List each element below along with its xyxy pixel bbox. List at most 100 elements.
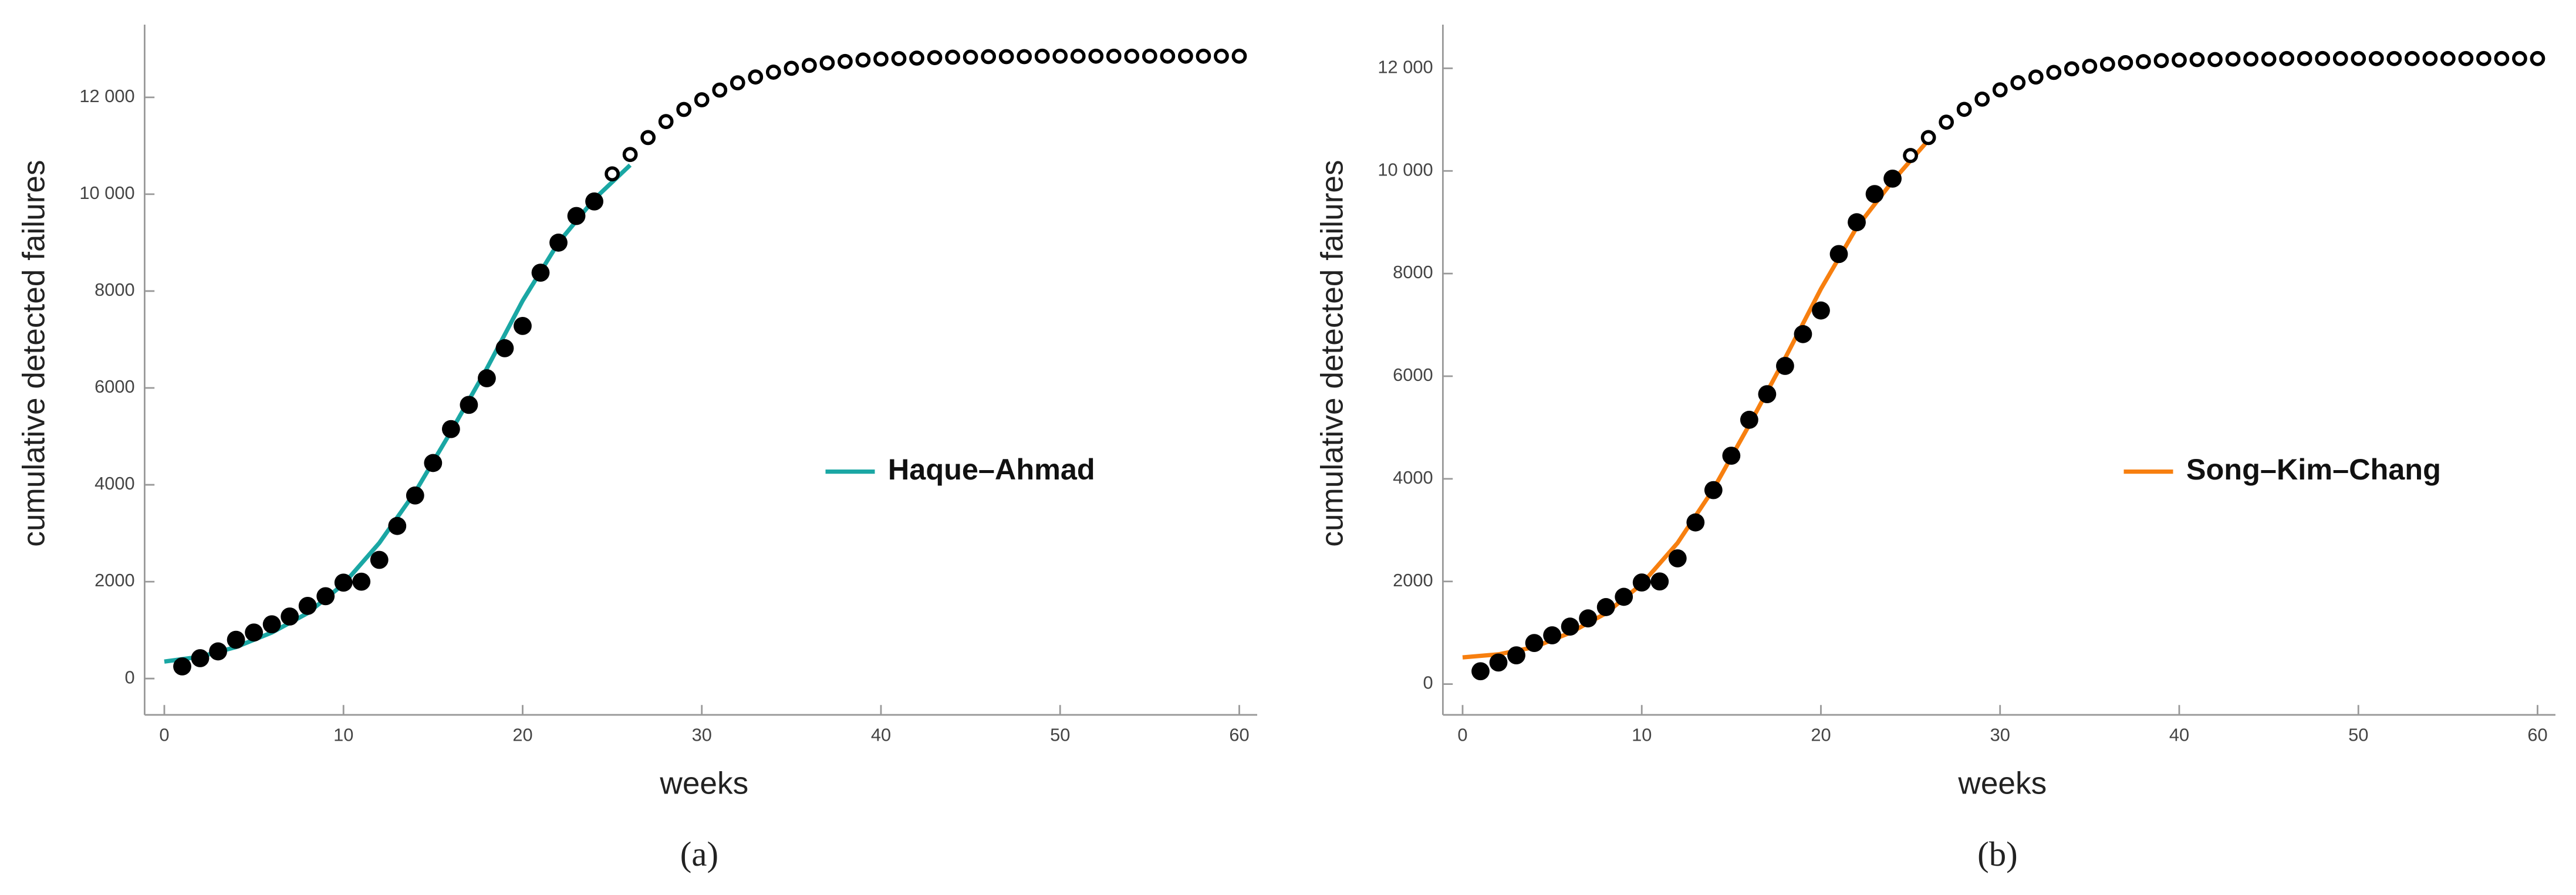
data-point	[2153, 53, 2169, 69]
data-point	[2404, 50, 2420, 66]
x-tick-label: 30	[692, 725, 712, 745]
data-point	[1231, 48, 1247, 64]
data-point	[1650, 572, 1669, 591]
data-point	[1017, 49, 1032, 65]
y-tick-label: 10 000	[79, 183, 134, 203]
data-point	[1758, 385, 1777, 403]
y-tick-label: 12 000	[1378, 57, 1433, 77]
data-point	[2279, 50, 2295, 66]
data-point	[981, 49, 997, 65]
data-point	[945, 49, 960, 65]
data-point	[1776, 357, 1794, 375]
data-point	[2261, 51, 2277, 67]
x-tick-label: 60	[2527, 725, 2547, 745]
data-point	[1704, 481, 1723, 499]
x-tick-label: 30	[1990, 725, 2010, 745]
data-point	[2315, 50, 2331, 66]
y-tick-label: 4000	[1393, 467, 1433, 488]
data-point	[1829, 245, 1848, 264]
data-point	[460, 396, 478, 414]
x-tick-label: 60	[1229, 725, 1249, 745]
data-point	[2064, 61, 2079, 77]
data-point	[784, 60, 799, 76]
data-point	[388, 516, 407, 535]
data-point	[640, 130, 656, 146]
data-point	[1740, 410, 1758, 429]
data-point	[1034, 48, 1050, 64]
data-point	[891, 50, 907, 66]
data-point	[495, 339, 514, 357]
y-tick-label: 6000	[94, 376, 135, 397]
data-point	[1974, 91, 1990, 107]
data-point	[1160, 48, 1176, 64]
data-point	[748, 69, 764, 85]
data-point	[2386, 50, 2402, 66]
data-point	[801, 58, 817, 73]
caption: (a)	[680, 835, 718, 873]
data-point	[549, 234, 568, 252]
data-point	[1632, 573, 1651, 592]
x-tick-label: 0	[1457, 725, 1467, 745]
data-point	[1596, 598, 1615, 616]
data-point	[352, 572, 371, 591]
data-point	[1471, 662, 1490, 681]
caption: (b)	[1977, 835, 2018, 873]
x-tick-label: 0	[159, 725, 169, 745]
y-tick-label: 12 000	[79, 86, 134, 106]
data-point	[316, 587, 335, 606]
data-point	[605, 166, 620, 182]
data-point	[1812, 301, 1830, 320]
data-point	[1615, 587, 1633, 606]
data-point	[2512, 50, 2527, 66]
data-point	[2046, 65, 2062, 80]
legend-label: Haque–Ahmad	[888, 452, 1095, 486]
data-point	[406, 486, 424, 505]
data-point	[658, 114, 674, 129]
data-point	[478, 369, 496, 387]
data-point	[676, 102, 692, 117]
data-point	[2476, 50, 2491, 66]
data-point	[838, 53, 853, 69]
data-point	[2243, 51, 2258, 67]
data-point	[2440, 50, 2456, 66]
y-tick-label: 0	[1423, 673, 1433, 693]
data-point	[819, 55, 835, 71]
data-point	[191, 649, 210, 667]
x-axis-title: weeks	[1957, 766, 2047, 801]
data-point	[2332, 50, 2348, 66]
data-point	[2118, 55, 2133, 70]
x-tick-label: 40	[871, 725, 891, 745]
y-tick-label: 4000	[94, 473, 135, 494]
chart: 0 2000 4000 6000 8000 10 000 12 000 0 10 20 30 40 50…	[1315, 25, 2555, 873]
data-point	[1214, 48, 1229, 64]
data-point	[1178, 48, 1193, 64]
data-point	[1142, 48, 1157, 64]
data-point	[1070, 48, 1086, 64]
data-point	[1668, 549, 1687, 568]
chart: 0 2000 4000 6000 8000 10 000 12 000 0 10 20 30 40 50…	[17, 25, 1257, 873]
x-tick-label: 40	[2169, 725, 2189, 745]
y-tick-label: 6000	[1393, 364, 1433, 385]
data-point	[567, 207, 586, 225]
y-tick-label: 0	[124, 667, 134, 687]
x-tick-label: 50	[1050, 725, 1070, 745]
data-point	[1722, 447, 1741, 465]
data-point	[2099, 56, 2115, 72]
data-point	[1883, 169, 1902, 188]
data-point	[2368, 50, 2384, 66]
y-tick-label: 10 000	[1378, 159, 1433, 180]
data-point	[2458, 50, 2474, 66]
data-point	[209, 642, 227, 661]
data-point	[227, 630, 245, 649]
data-point	[712, 82, 728, 98]
y-tick-label: 2000	[94, 570, 135, 590]
data-point	[2172, 52, 2187, 68]
data-point	[855, 52, 871, 68]
data-point	[1052, 48, 1068, 64]
data-point	[245, 623, 264, 642]
data-point	[730, 75, 745, 90]
data-point	[1507, 646, 1525, 665]
data-point	[1088, 48, 1104, 64]
